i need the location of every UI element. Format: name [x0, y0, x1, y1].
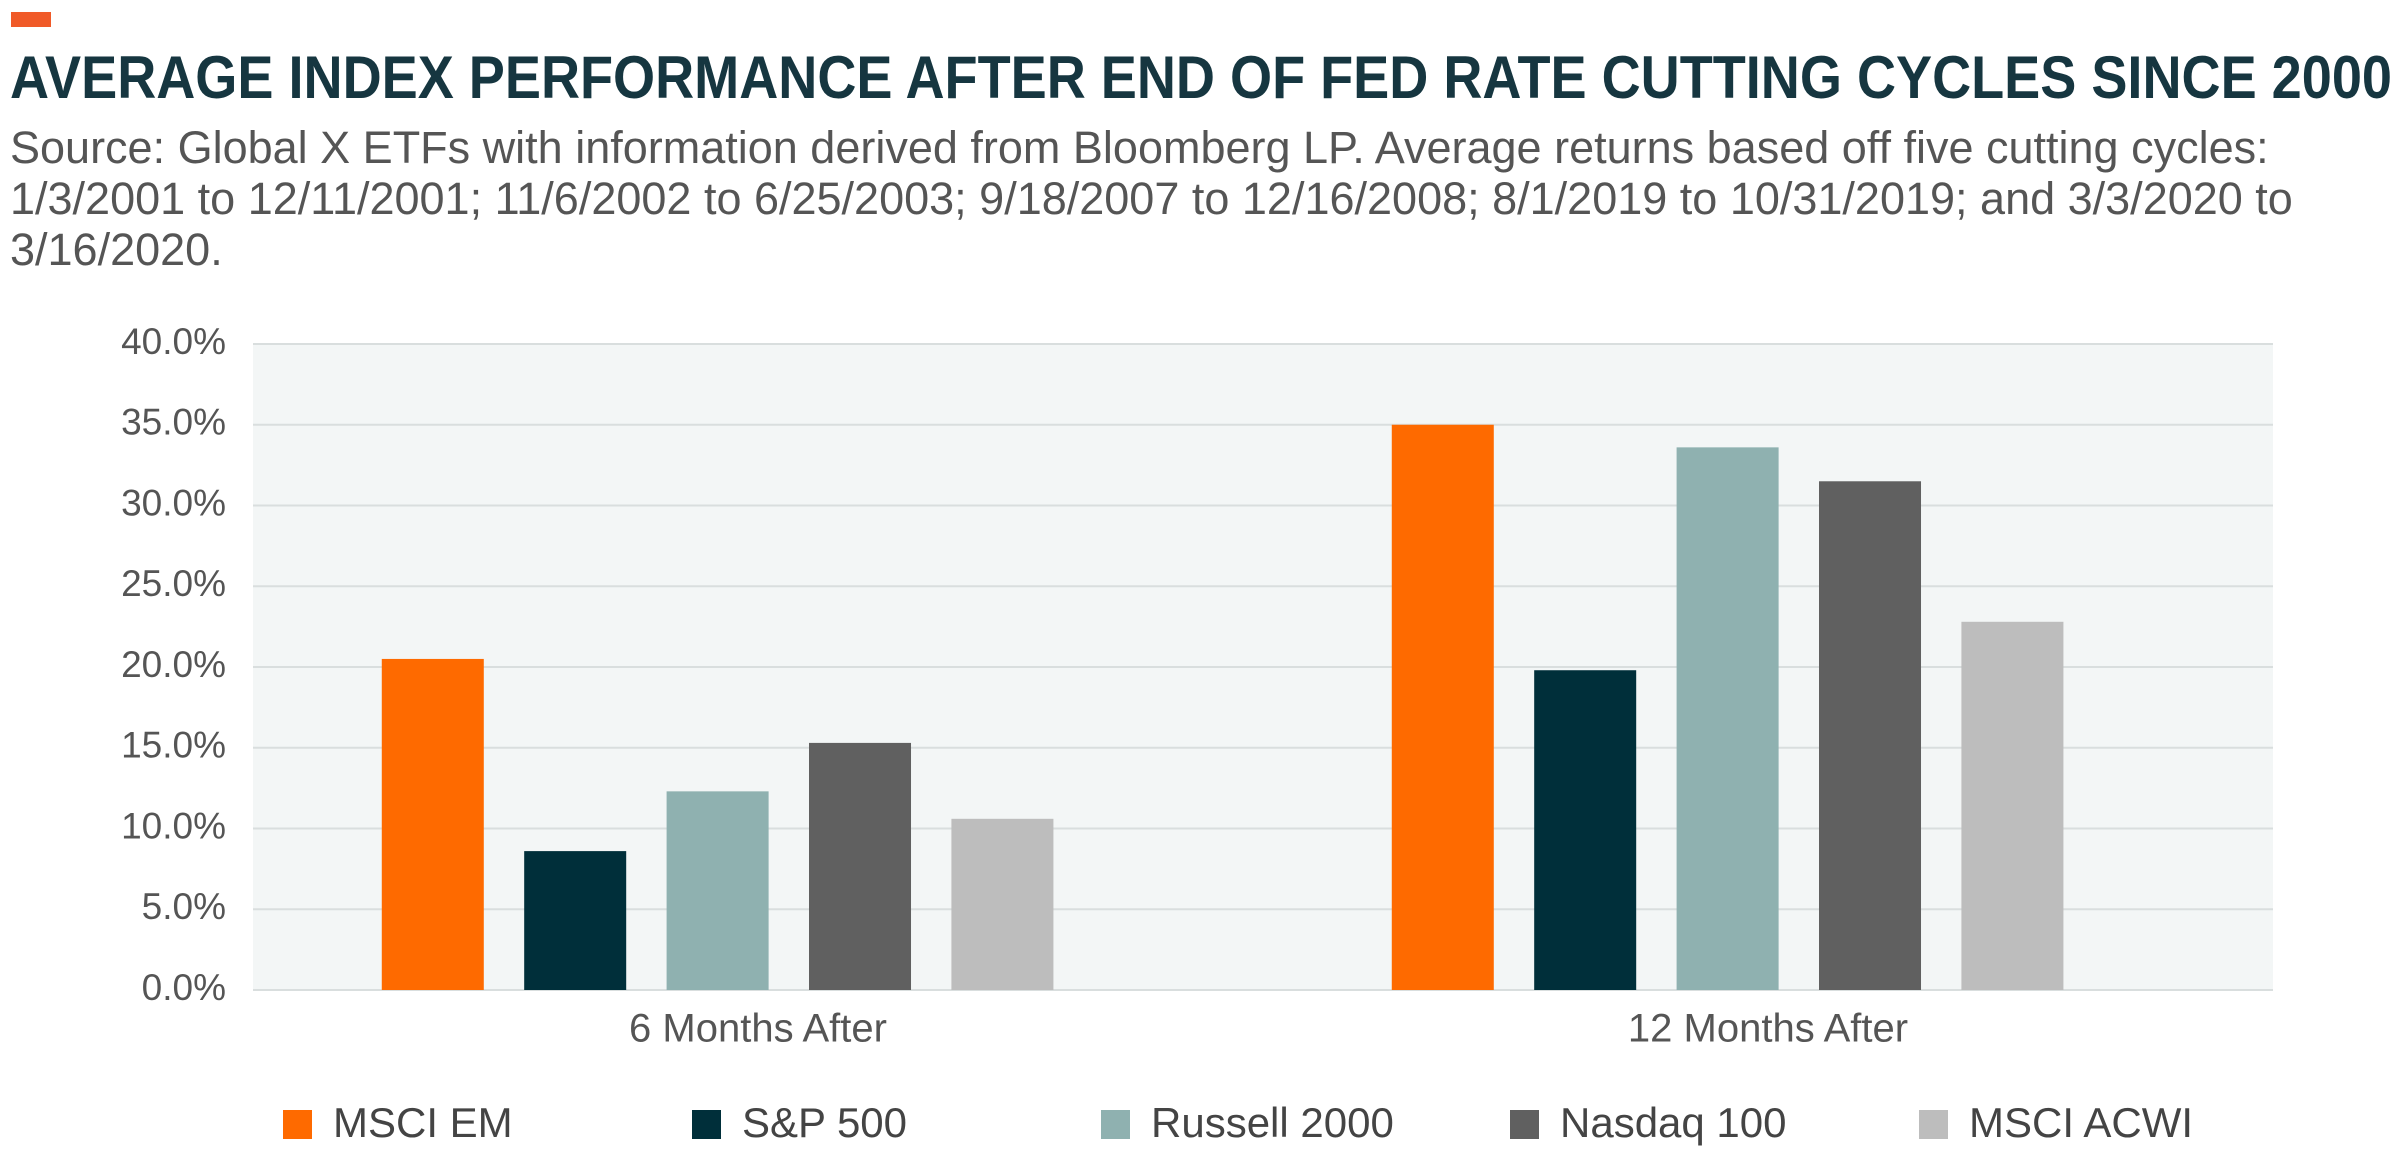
bar [1391, 424, 1494, 990]
chart-subtitle: Source: Global X ETFs with information d… [10, 122, 2293, 275]
y-tick-label: 5.0% [142, 886, 226, 927]
y-tick-label: 15.0% [121, 725, 226, 766]
y-tick-label: 20.0% [121, 644, 226, 685]
bar [1534, 670, 1637, 990]
legend-swatch [1919, 1110, 1948, 1139]
y-tick-label: 40.0% [121, 321, 226, 362]
bar [951, 818, 1054, 990]
x-tick-label: 6 Months After [629, 1007, 887, 1051]
title-box: AVERAGE INDEX PERFORMANCE AFTER END OF F… [10, 46, 2392, 111]
legend-swatch [1101, 1110, 1130, 1139]
legend-label: MSCI ACWI [1969, 1099, 2193, 1146]
bar [524, 851, 627, 990]
legend-label: MSCI EM [333, 1099, 513, 1146]
x-tick-label: 12 Months After [1628, 1007, 1908, 1051]
bar [666, 791, 769, 990]
bar [809, 742, 912, 990]
legend-label: Nasdaq 100 [1560, 1099, 1787, 1146]
legend-swatch [283, 1110, 312, 1139]
y-tick-label: 30.0% [121, 482, 226, 523]
bar [381, 658, 484, 990]
chart-title: AVERAGE INDEX PERFORMANCE AFTER END OF F… [10, 46, 2392, 111]
bar [1676, 447, 1779, 990]
plot-area [253, 344, 2273, 990]
y-tick-label: 10.0% [121, 805, 226, 846]
bar [1819, 481, 1922, 990]
legend-swatch [692, 1110, 721, 1139]
y-tick-label: 35.0% [121, 402, 226, 443]
legend-label: S&P 500 [742, 1099, 907, 1146]
y-tick-label: 0.0% [142, 967, 226, 1008]
y-tick-label: 25.0% [121, 563, 226, 604]
bar [1961, 621, 2064, 990]
accent-bar [11, 12, 51, 27]
legend-swatch [1510, 1110, 1539, 1139]
legend-label: Russell 2000 [1151, 1099, 1394, 1146]
